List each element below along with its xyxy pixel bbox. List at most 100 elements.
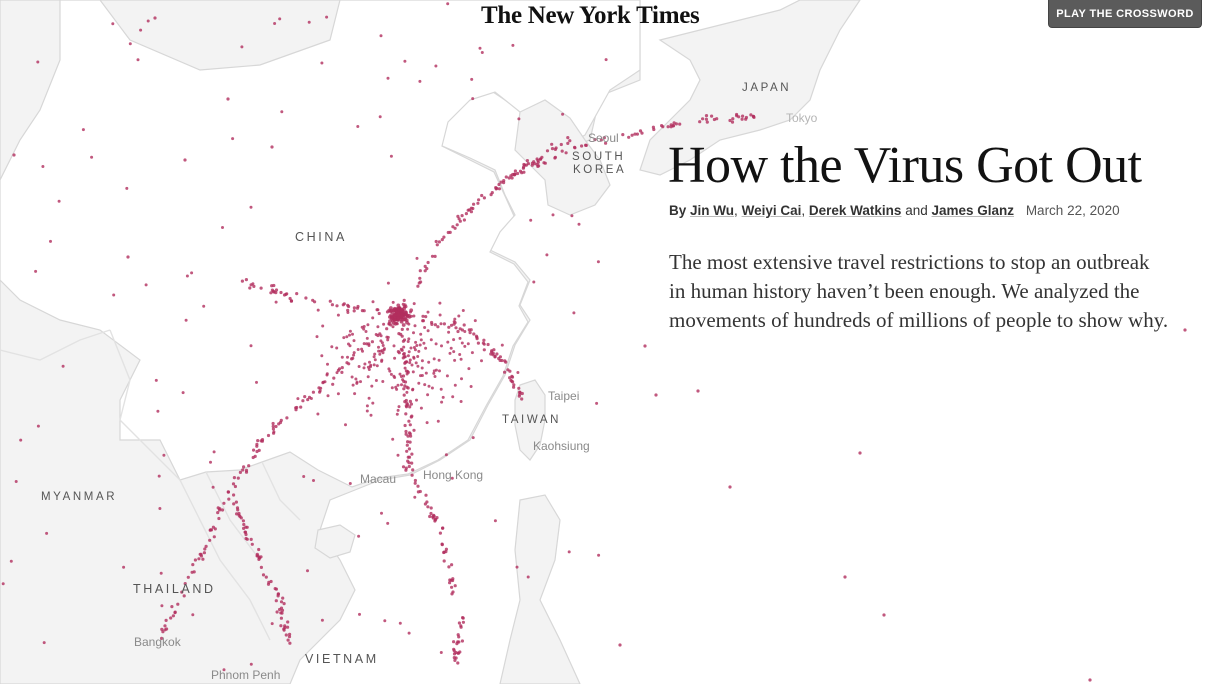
- travel-dot: [146, 19, 150, 23]
- travel-dot: [244, 468, 249, 472]
- travel-dot: [391, 437, 395, 441]
- travel-dot: [360, 347, 364, 351]
- travel-dot: [286, 638, 290, 642]
- travel-dot: [426, 260, 430, 265]
- travel-dot: [160, 636, 164, 641]
- travel-dot: [403, 380, 408, 384]
- travel-dot: [279, 600, 284, 604]
- author-link-weiyi-cai[interactable]: Weiyi Cai: [741, 203, 802, 218]
- travel-dot: [163, 624, 167, 628]
- travel-dot: [366, 375, 370, 379]
- travel-dot: [572, 311, 576, 315]
- travel-dot: [406, 327, 410, 331]
- travel-dot: [257, 557, 261, 562]
- author-link-james-glanz[interactable]: James Glanz: [931, 203, 1015, 218]
- travel-dot: [12, 153, 16, 157]
- travel-dot: [491, 351, 495, 355]
- travel-dot: [410, 363, 414, 367]
- travel-dot: [404, 412, 408, 416]
- travel-dot: [391, 325, 395, 329]
- travel-dot: [372, 355, 376, 359]
- travel-dot: [481, 341, 485, 345]
- travel-dot: [467, 367, 471, 371]
- city-label-seoul: Seoul: [588, 131, 619, 145]
- travel-dot: [330, 303, 334, 307]
- travel-dots: [1, 2, 1187, 682]
- travel-dot: [279, 606, 284, 610]
- travel-dot: [387, 322, 391, 326]
- travel-dot: [429, 506, 433, 510]
- travel-dot: [434, 239, 438, 244]
- travel-dot: [441, 526, 445, 530]
- travel-dot: [404, 318, 409, 323]
- travel-dot: [457, 621, 461, 625]
- travel-dot: [420, 366, 424, 370]
- travel-dot: [386, 335, 390, 339]
- nyt-logo[interactable]: The New York Times: [481, 2, 700, 29]
- travel-dot: [203, 547, 207, 551]
- travel-dot: [197, 557, 201, 561]
- travel-dot: [493, 519, 497, 523]
- travel-dot: [272, 430, 276, 434]
- travel-dot: [407, 631, 411, 635]
- travel-dot: [352, 353, 356, 357]
- travel-dot: [461, 616, 465, 620]
- travel-dot: [282, 602, 286, 606]
- travel-dot: [351, 332, 354, 336]
- travel-dot: [407, 455, 412, 459]
- travel-dot: [279, 611, 283, 615]
- travel-dot: [249, 662, 253, 666]
- travel-dot: [446, 340, 450, 344]
- travel-dot: [456, 633, 460, 637]
- travel-dot: [387, 367, 391, 371]
- travel-dot: [415, 398, 418, 402]
- play-crossword-button[interactable]: PLAY THE CROSSWORD: [1048, 0, 1202, 28]
- travel-dot: [434, 342, 438, 346]
- travel-dot: [294, 406, 298, 410]
- travel-dot: [436, 325, 440, 329]
- travel-dot: [672, 121, 676, 125]
- travel-dot: [432, 357, 436, 361]
- travel-dot: [426, 329, 430, 333]
- travel-dot: [525, 159, 530, 163]
- travel-dot: [251, 282, 255, 286]
- travel-dot: [437, 240, 441, 244]
- travel-dot: [533, 162, 537, 166]
- travel-dot: [448, 581, 452, 585]
- travel-dot: [369, 413, 373, 417]
- travel-dot: [407, 322, 411, 326]
- travel-dot: [405, 401, 409, 405]
- travel-dot: [417, 381, 421, 385]
- travel-dot: [882, 613, 886, 617]
- travel-dot: [728, 118, 732, 123]
- travel-dot: [402, 355, 407, 359]
- travel-dot: [406, 354, 410, 358]
- travel-dot: [704, 114, 709, 118]
- travel-dot: [356, 304, 360, 309]
- travel-dot: [226, 490, 230, 494]
- travel-dot: [370, 340, 374, 344]
- travel-dot: [447, 565, 451, 569]
- author-link-derek-watkins[interactable]: Derek Watkins: [808, 203, 902, 218]
- travel-dot: [433, 254, 437, 258]
- city-label-tokyo: Tokyo: [786, 111, 818, 125]
- travel-dot: [405, 443, 409, 447]
- travel-dot: [593, 138, 597, 142]
- travel-dot: [242, 522, 246, 527]
- travel-dot: [414, 361, 418, 365]
- travel-dot: [418, 276, 422, 280]
- travel-dot: [573, 146, 577, 150]
- travel-dot: [396, 453, 400, 457]
- author-link-jin-wu[interactable]: Jin Wu: [690, 203, 735, 218]
- travel-dot: [406, 340, 410, 343]
- travel-dot: [382, 322, 386, 326]
- travel-dot: [595, 401, 599, 405]
- travel-dot: [316, 412, 320, 416]
- travel-dot: [264, 575, 268, 579]
- travel-dot: [604, 58, 608, 62]
- travel-dot: [843, 575, 847, 579]
- travel-dot: [482, 196, 486, 200]
- travel-dot: [516, 371, 520, 374]
- country-label-south-korea-line1: SOUTH: [572, 151, 626, 163]
- travel-dot: [456, 640, 460, 644]
